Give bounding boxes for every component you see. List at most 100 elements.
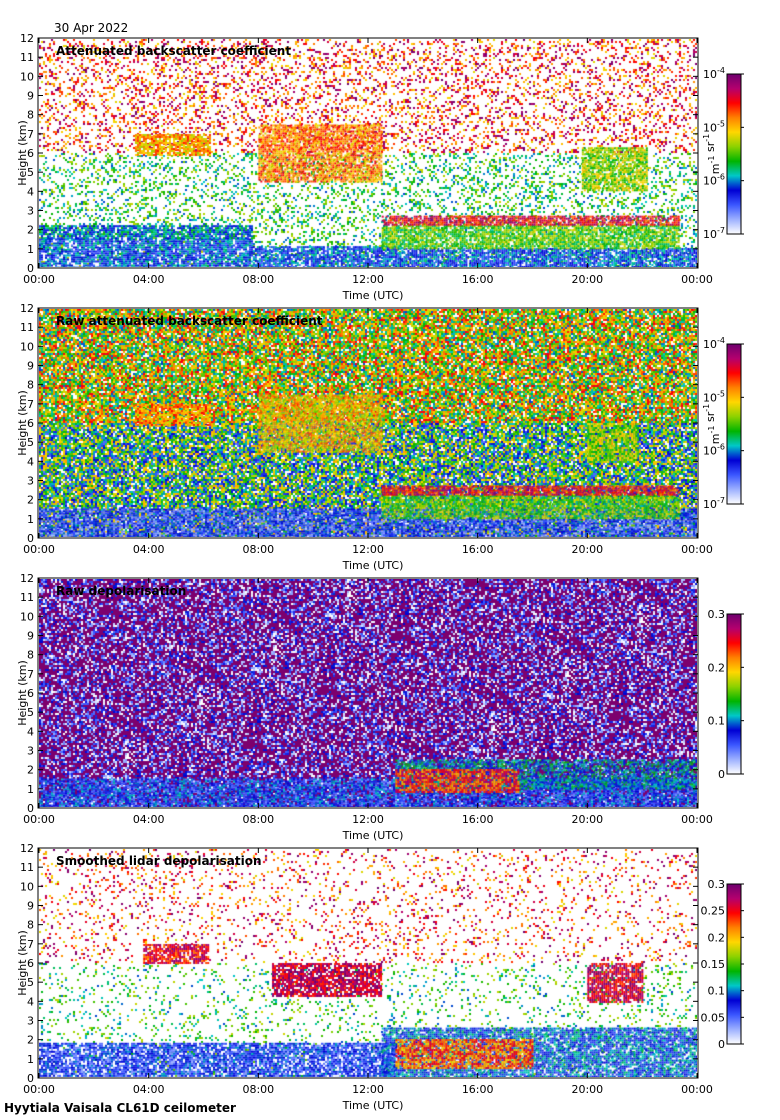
y-tick-label: 4 (27, 725, 34, 738)
date-label: 30 Apr 2022 (54, 21, 129, 35)
x-tick-label: 20:00 (571, 813, 603, 826)
y-tick-label: 9 (27, 900, 34, 913)
x-axis-label: Time (UTC) (342, 559, 404, 572)
panel-1: Attenuated backscatter coefficient012345… (16, 32, 744, 302)
y-tick-label: 6 (27, 147, 34, 160)
panel-4: Smoothed lidar depolarisation01234567891… (16, 842, 744, 1112)
colorbar-tick-label: 0.3 (708, 878, 726, 891)
y-axis-label: Height (km) (16, 930, 29, 996)
y-tick-label: 7 (27, 668, 34, 681)
heatmap-canvas (39, 579, 697, 807)
y-tick-label: 11 (20, 861, 34, 874)
y-tick-label: 3 (27, 475, 34, 488)
y-tick-label: 7 (27, 398, 34, 411)
colorbar (726, 73, 742, 235)
x-axis-label: Time (UTC) (342, 289, 404, 302)
x-tick-label: 16:00 (462, 813, 494, 826)
colorbar-tick-label: 0.2 (708, 931, 726, 944)
heatmap-area (39, 579, 697, 807)
colorbar-tick-label: 0.1 (708, 715, 726, 728)
y-tick-label: 0 (27, 1072, 34, 1085)
y-axis-label: Height (km) (16, 390, 29, 456)
y-tick-label: 6 (27, 957, 34, 970)
colorbar-tick-label: 0.2 (708, 661, 726, 674)
y-tick-label: 7 (27, 128, 34, 141)
colorbar (726, 883, 742, 1045)
colorbar-tick-label: 0.3 (708, 608, 726, 621)
y-tick-label: 8 (27, 919, 34, 932)
y-tick-label: 6 (27, 417, 34, 430)
y-axis-label: Height (km) (16, 660, 29, 726)
y-tick-label: 9 (27, 630, 34, 643)
y-tick-label: 12 (20, 302, 34, 315)
y-tick-label: 7 (27, 938, 34, 951)
x-tick-label: 04:00 (133, 813, 165, 826)
x-tick-label: 12:00 (352, 1083, 384, 1096)
colorbar-tick-label: 10-5 (703, 389, 725, 404)
y-tick-label: 8 (27, 649, 34, 662)
x-tick-label: 20:00 (571, 543, 603, 556)
y-tick-label: 11 (20, 321, 34, 334)
colorbar-tick-label: 10-6 (703, 173, 725, 188)
footer-label: Hyytiala Vaisala CL61D ceilometer (4, 1101, 236, 1115)
y-tick-label: 8 (27, 379, 34, 392)
y-tick-label: 12 (20, 842, 34, 855)
panel-title: Attenuated backscatter coefficient (56, 44, 291, 58)
y-tick-label: 4 (27, 455, 34, 468)
y-tick-label: 0 (27, 802, 34, 815)
y-tick-label: 10 (20, 610, 34, 623)
colorbar-unit: m-1 sr-1 (702, 134, 722, 174)
y-tick-label: 2 (27, 494, 34, 507)
y-tick-label: 0 (27, 262, 34, 275)
x-tick-label: 00:00 (23, 1083, 55, 1096)
x-tick-label: 12:00 (352, 543, 384, 556)
colorbar-unit: m-1 sr-1 (702, 404, 722, 444)
x-tick-label: 08:00 (242, 543, 274, 556)
colorbar-tick-label: 0 (718, 1038, 725, 1051)
x-tick-label: 16:00 (462, 273, 494, 286)
x-tick-label: 12:00 (352, 273, 384, 286)
y-tick-label: 5 (27, 706, 34, 719)
y-tick-label: 3 (27, 745, 34, 758)
y-tick-label: 10 (20, 70, 34, 83)
y-tick-label: 9 (27, 360, 34, 373)
y-tick-label: 1 (27, 513, 34, 526)
y-tick-label: 11 (20, 51, 34, 64)
y-tick-label: 4 (27, 995, 34, 1008)
colorbar-tick-label: 0.1 (708, 985, 726, 998)
colorbar-tick-label: 0.05 (701, 1011, 726, 1024)
heatmap-canvas (39, 39, 697, 267)
y-tick-label: 3 (27, 205, 34, 218)
x-axis-label: Time (UTC) (342, 1099, 404, 1112)
colorbar (726, 613, 742, 775)
x-tick-label: 04:00 (133, 273, 165, 286)
heatmap-area (39, 39, 697, 267)
x-tick-label: 16:00 (462, 543, 494, 556)
y-tick-label: 2 (27, 764, 34, 777)
x-tick-label: 04:00 (133, 543, 165, 556)
panel-title: Raw depolarisation (56, 584, 186, 598)
heatmap-area (39, 849, 697, 1077)
y-axis-label: Height (km) (16, 120, 29, 186)
x-tick-label: 00:00 (23, 273, 55, 286)
x-tick-label: 00:00 (681, 273, 713, 286)
x-tick-label: 08:00 (242, 813, 274, 826)
colorbar-tick-label: 10-7 (703, 496, 725, 511)
colorbar-tick-label: 10-4 (703, 336, 725, 351)
y-tick-label: 2 (27, 1034, 34, 1047)
y-tick-label: 8 (27, 109, 34, 122)
y-tick-label: 5 (27, 166, 34, 179)
y-tick-label: 1 (27, 1053, 34, 1066)
heatmap-canvas (39, 309, 697, 537)
y-tick-label: 1 (27, 243, 34, 256)
y-tick-label: 11 (20, 591, 34, 604)
y-tick-label: 5 (27, 436, 34, 449)
x-tick-label: 20:00 (571, 273, 603, 286)
x-tick-label: 00:00 (23, 543, 55, 556)
colorbar (726, 343, 742, 505)
x-tick-label: 12:00 (352, 813, 384, 826)
y-tick-label: 3 (27, 1015, 34, 1028)
x-tick-label: 08:00 (242, 1083, 274, 1096)
